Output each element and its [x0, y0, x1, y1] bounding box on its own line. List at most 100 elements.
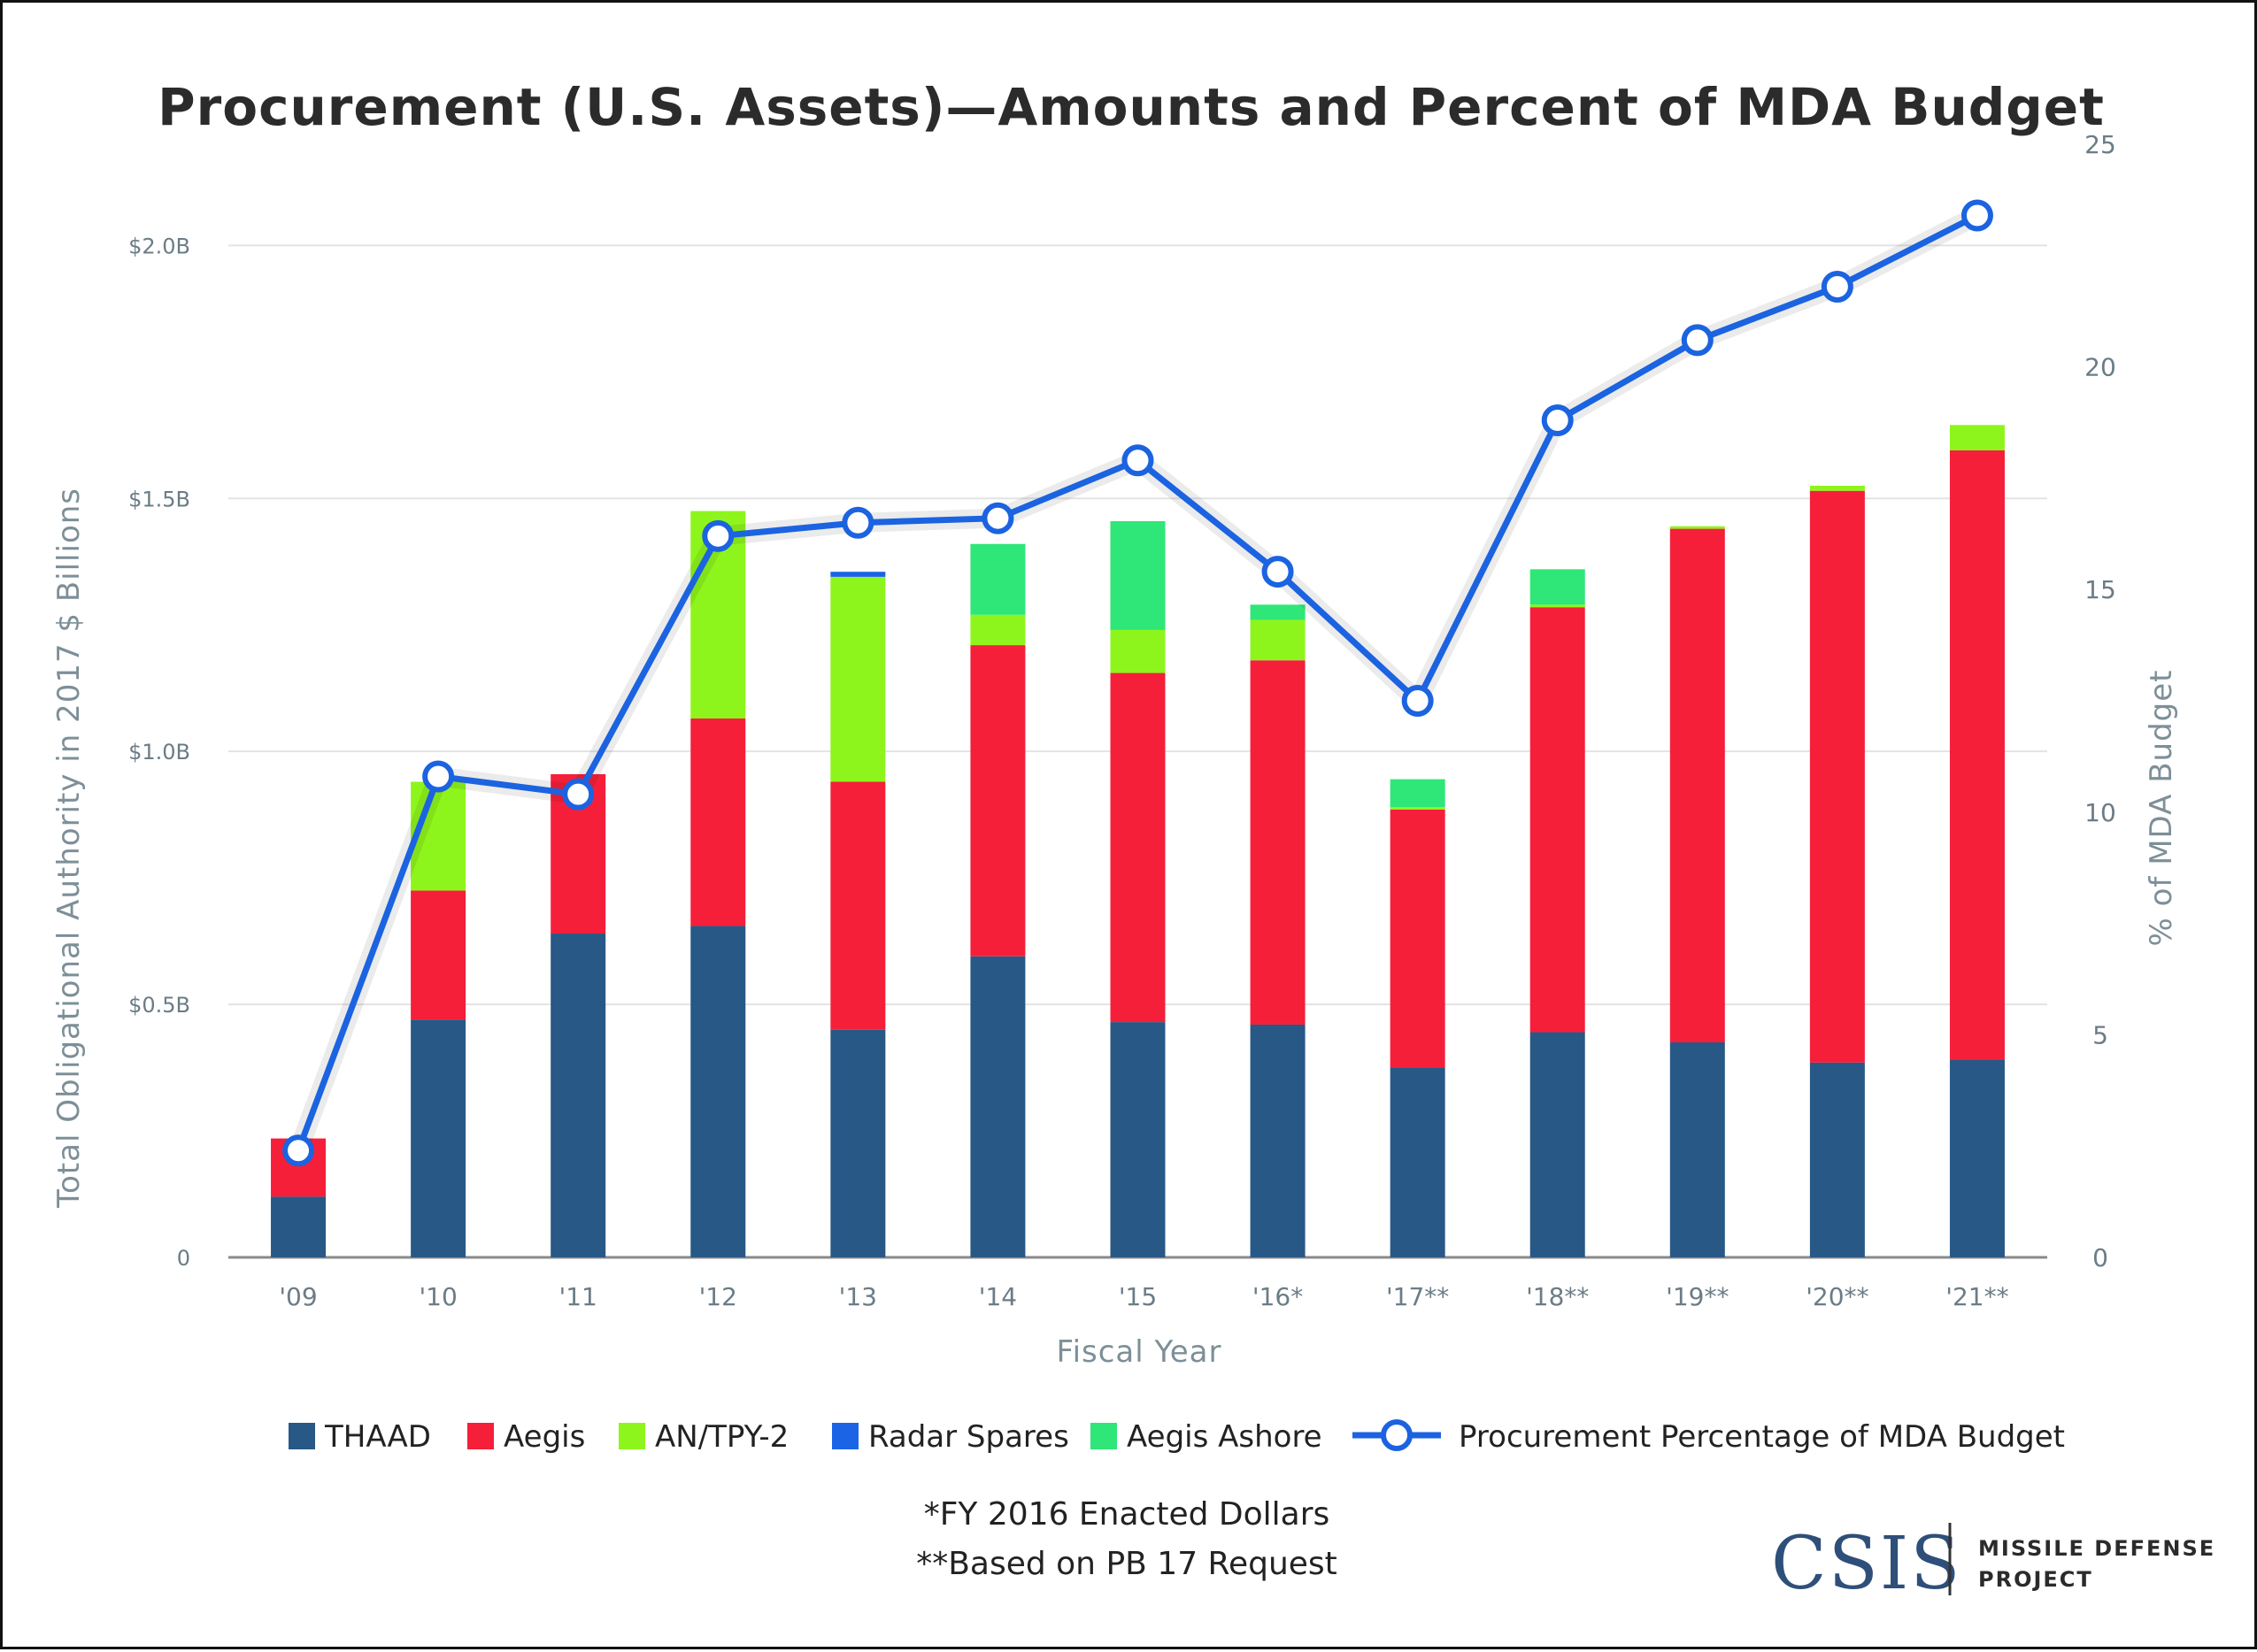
bar-aegis-ashore	[970, 543, 1026, 615]
legend-swatch-radar-spares	[832, 1423, 859, 1449]
bar-an-tpy-2	[1110, 629, 1166, 673]
bar-stacks	[271, 425, 2005, 1257]
line-point	[1261, 556, 1294, 588]
x-axis-ticks: '09 '10 '11 '12 '13 '14 '15 '16* '17** '18** '19**…	[279, 1282, 2008, 1311]
bar-aegis	[690, 718, 746, 926]
bar-thaad	[1669, 1041, 1725, 1257]
bar-thaad	[271, 1196, 327, 1257]
y2-axis-title: % of MDA Budget	[2144, 670, 2179, 947]
line-point	[982, 502, 1014, 534]
bar-an-tpy-2	[1390, 807, 1445, 810]
bar-aegis-ashore	[1529, 569, 1585, 605]
legend-marker-percentage	[1381, 1419, 1413, 1451]
logo-line-1: MISSILE DEFENSE	[1978, 1536, 2215, 1561]
bar-aegis	[1529, 607, 1585, 1033]
y-tick-label: $0.5B	[128, 993, 190, 1018]
y2-tick-label: 15	[2084, 575, 2116, 604]
legend-swatch-antpy2	[619, 1423, 645, 1449]
bar-thaad	[830, 1029, 886, 1257]
bar-thaad	[1250, 1024, 1306, 1257]
y-tick-label: $2.0B	[128, 234, 190, 258]
line-point	[842, 506, 874, 539]
legend: THAAD Aegis AN/TPY-2 Radar Spares Aegis …	[289, 1419, 2065, 1455]
logo-line-2: PROJECT	[1978, 1567, 2093, 1592]
footnote-fy2016: *FY 2016 Enacted Dollars	[924, 1496, 1330, 1533]
x-tick-label: '20**	[1806, 1282, 1868, 1311]
line-point	[1960, 199, 1993, 232]
y2-tick-label: 20	[2084, 353, 2116, 382]
line-point	[1681, 324, 1714, 357]
bar-aegis	[1669, 528, 1725, 1042]
legend-swatch-aegis	[467, 1423, 494, 1449]
bar-aegis	[411, 890, 466, 1020]
x-tick-label: '18**	[1526, 1282, 1589, 1311]
x-tick-label: '11	[559, 1282, 597, 1311]
bar-thaad	[1949, 1059, 2005, 1257]
bar-aegis	[970, 645, 1026, 957]
x-tick-label: '12	[699, 1282, 737, 1311]
x-tick-label: '10	[419, 1282, 457, 1311]
line-point	[282, 1134, 315, 1167]
bar-thaad	[690, 926, 746, 1257]
legend-swatch-aegis-ashore	[1090, 1423, 1117, 1449]
y-axis-right-ticks: 0 5 10 15 20 25	[2084, 130, 2116, 1272]
bar-an-tpy-2	[1809, 485, 1865, 491]
line-point	[1121, 444, 1154, 477]
chart-canvas: Procurement (U.S. Assets)—Amounts and Pe…	[51, 77, 2215, 1606]
legend-label-thaad: THAAD	[324, 1419, 431, 1455]
bar-aegis	[1110, 672, 1166, 1023]
bar-thaad	[970, 956, 1026, 1257]
y2-tick-label: 10	[2084, 798, 2116, 827]
bar-an-tpy-2	[1250, 619, 1306, 661]
x-tick-label: '17**	[1386, 1282, 1449, 1311]
bar-aegis	[830, 781, 886, 1030]
legend-label-radar-spares: Radar Spares	[868, 1419, 1069, 1455]
bar-an-tpy-2	[1529, 604, 1585, 608]
legend-label-aegis-ashore: Aegis Ashore	[1127, 1419, 1322, 1455]
bar-aegis-ashore	[1250, 604, 1306, 620]
line-point	[1541, 403, 1574, 436]
bar-an-tpy-2	[1669, 526, 1725, 529]
bar-thaad	[551, 934, 606, 1257]
y2-tick-label: 25	[2084, 130, 2116, 159]
x-tick-label: '21**	[1945, 1282, 2008, 1311]
x-tick-label: '19**	[1666, 1282, 1729, 1311]
line-point	[1401, 685, 1434, 717]
bar-thaad	[1529, 1032, 1585, 1257]
csis-logo: CSIS MISSILE DEFENSE PROJECT	[1771, 1522, 2215, 1606]
legend-label-antpy2: AN/TPY-2	[655, 1419, 789, 1455]
percentage-line	[282, 199, 1993, 1167]
bar-aegis-ashore	[1390, 779, 1445, 808]
legend-label-aegis: Aegis	[504, 1419, 585, 1455]
legend-swatch-thaad	[289, 1423, 315, 1449]
bar-aegis	[1809, 490, 1865, 1063]
line-point	[562, 778, 595, 811]
y-axis-title: Total Obligational Authority in 2017 $ B…	[51, 488, 87, 1209]
logo-wordmark: CSIS	[1771, 1522, 1961, 1606]
x-axis-title: Fiscal Year	[1056, 1334, 1221, 1370]
bar-an-tpy-2	[411, 781, 466, 891]
bar-thaad	[411, 1019, 466, 1257]
line-point	[1821, 271, 1853, 304]
footnote-pb17: **Based on PB 17 Request	[916, 1546, 1337, 1582]
x-tick-label: '15	[1119, 1282, 1157, 1311]
x-tick-label: '09	[279, 1282, 317, 1311]
bar-thaad	[1390, 1067, 1445, 1257]
bar-an-tpy-2	[970, 614, 1026, 646]
bar-radar-spares	[830, 572, 886, 577]
chart-title: Procurement (U.S. Assets)—Amounts and Pe…	[158, 77, 2105, 137]
x-tick-label: '13	[839, 1282, 877, 1311]
bar-an-tpy-2	[830, 576, 886, 782]
bar-aegis	[1250, 660, 1306, 1025]
y2-tick-label: 0	[2092, 1243, 2108, 1272]
line-point	[422, 760, 455, 793]
line-point	[702, 519, 735, 552]
y2-tick-label: 5	[2092, 1020, 2108, 1049]
y-axis-left-ticks: 0 $0.5B $1.0B $1.5B $2.0B	[128, 234, 190, 1271]
bar-aegis-ashore	[1110, 521, 1166, 630]
bar-aegis	[1390, 809, 1445, 1068]
bar-an-tpy-2	[1949, 425, 2005, 450]
y-tick-label: 0	[177, 1246, 190, 1271]
bar-thaad	[1110, 1022, 1166, 1257]
